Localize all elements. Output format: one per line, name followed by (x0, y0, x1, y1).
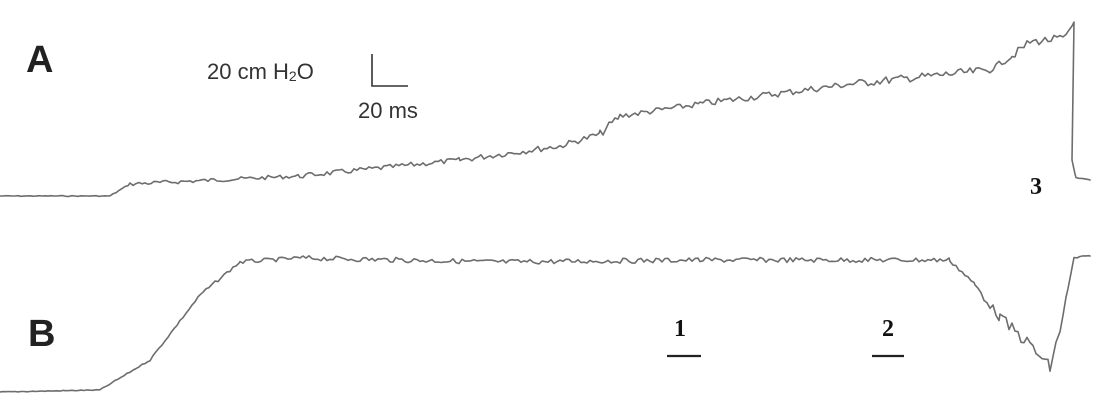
panel-label-b: B (28, 313, 55, 355)
scale-pressure-suffix: O (297, 59, 314, 84)
marker-1-label: 1 (674, 316, 686, 342)
scale-pressure-label: 20 cm H2O (207, 59, 314, 84)
marker-3-label: 3 (1030, 174, 1042, 200)
marker-3: 3 (1030, 174, 1042, 200)
scale-bar: 20 cm H2O 20 ms (207, 54, 418, 123)
scale-time-label: 20 ms (358, 98, 418, 123)
trace-b (0, 254, 1091, 393)
marker-1: 1 (667, 316, 701, 358)
scale-pressure-subscript: 2 (289, 68, 297, 84)
scale-bar-lines (371, 54, 408, 87)
panel-label-a: A (26, 39, 53, 81)
marker-2-label: 2 (882, 316, 894, 342)
trace-a (0, 21, 1091, 198)
scale-pressure-value: 20 cm H (207, 59, 289, 84)
marker-2: 2 (872, 316, 904, 358)
